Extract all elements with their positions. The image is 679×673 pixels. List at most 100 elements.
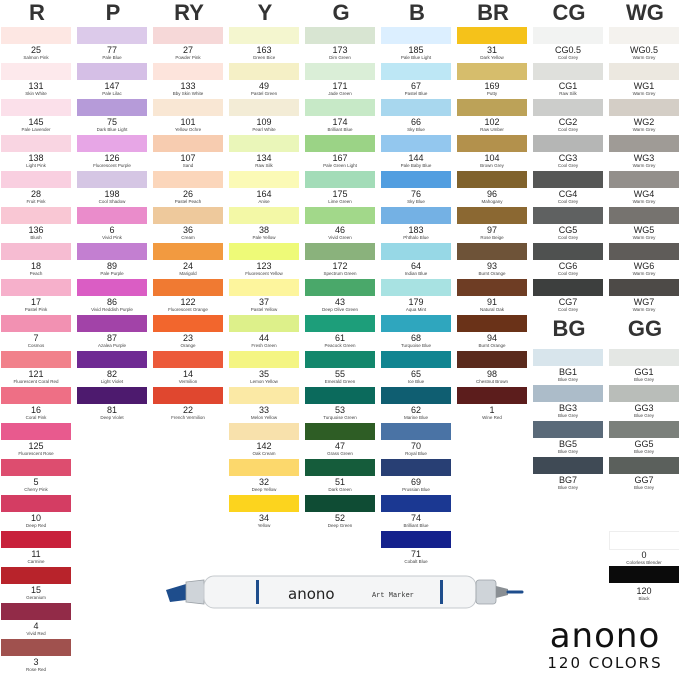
- color-number: 75: [106, 117, 117, 127]
- column-header: CG: [552, 0, 586, 25]
- color-name: Cool Grey: [557, 127, 579, 132]
- color-number: 24: [182, 261, 193, 271]
- color-name: Fluorescent Coral Red: [13, 379, 59, 384]
- marker-label-text: Art Marker: [372, 592, 414, 600]
- color-number: 142: [256, 441, 272, 451]
- color-number: 121: [28, 369, 44, 379]
- color-name: Marine Blue: [403, 415, 428, 420]
- color-number: CG0.5: [554, 45, 581, 55]
- color-name: Warm Grey: [632, 307, 656, 312]
- color-number: BG5: [558, 439, 577, 449]
- color-number: 179: [408, 297, 424, 307]
- color-name: Fruit Pink: [26, 199, 46, 204]
- color-name: Pastel Pink: [24, 307, 48, 312]
- column-header: RY: [174, 0, 204, 25]
- color-number: 35: [258, 369, 269, 379]
- color-swatch: [609, 99, 679, 116]
- color-swatch: [457, 243, 527, 260]
- color-swatch: [381, 459, 451, 476]
- color-number: 46: [334, 225, 345, 235]
- color-number: 49: [258, 81, 269, 91]
- color-name: Cobalt Blue: [404, 559, 428, 564]
- color-swatch: [305, 351, 375, 368]
- color-number: BG3: [558, 403, 577, 413]
- color-name: Turquoise Blue: [400, 343, 432, 348]
- color-swatch: [229, 279, 299, 296]
- color-name: Anise: [258, 199, 270, 204]
- color-swatch: [1, 99, 71, 116]
- color-number: 69: [410, 477, 421, 487]
- color-number: 66: [410, 117, 421, 127]
- color-swatch: [533, 243, 603, 260]
- color-number: 25: [30, 45, 41, 55]
- color-swatch: [533, 457, 603, 474]
- color-swatch: [77, 63, 147, 80]
- color-name: Pastel Yellow: [250, 307, 278, 312]
- color-name: Colorless Blender: [626, 560, 662, 565]
- color-name: Blue Grey: [557, 449, 578, 454]
- color-swatch: [533, 99, 603, 116]
- color-swatch: [229, 387, 299, 404]
- color-swatch: [381, 171, 451, 188]
- color-name: Pale Blue: [102, 55, 122, 60]
- color-swatch: [381, 423, 451, 440]
- color-swatch: [457, 351, 527, 368]
- color-swatch: [609, 566, 679, 583]
- color-swatch: [609, 385, 679, 402]
- color-swatch: [1, 207, 71, 224]
- color-number: 43: [334, 297, 345, 307]
- color-name: Pastel Peach: [174, 199, 202, 204]
- color-swatch: [1, 279, 71, 296]
- color-swatch: [305, 315, 375, 332]
- color-number: BG1: [558, 367, 577, 377]
- color-name: Fresh Green: [251, 343, 277, 348]
- color-number: 107: [180, 153, 196, 163]
- color-name: Oak Cream: [252, 451, 276, 456]
- color-number: 185: [408, 45, 424, 55]
- color-number: GG5: [634, 439, 654, 449]
- color-swatch: [1, 495, 71, 512]
- color-swatch: [609, 63, 679, 80]
- color-swatch: [533, 63, 603, 80]
- color-number: CG4: [558, 189, 578, 199]
- color-number: 96: [486, 189, 497, 199]
- color-number: 18: [30, 261, 41, 271]
- color-name: Dark Blue Light: [96, 127, 128, 132]
- color-name: Coral Pink: [25, 415, 47, 420]
- color-number: 172: [332, 261, 348, 271]
- color-number: 94: [486, 333, 497, 343]
- color-name: Blue Grey: [633, 413, 654, 418]
- color-swatch: [305, 459, 375, 476]
- color-swatch: [1, 387, 71, 404]
- color-swatch: [457, 387, 527, 404]
- color-name: Pale Lilac: [102, 91, 122, 96]
- color-number: 36: [182, 225, 193, 235]
- color-name: Brilliant Blue: [403, 523, 429, 528]
- color-swatch: [1, 459, 71, 476]
- marker-right-cap: [475, 579, 497, 605]
- color-name: Jade Green: [328, 91, 352, 96]
- color-swatch: [305, 135, 375, 152]
- color-number: 64: [410, 261, 421, 271]
- color-name: Rose Red: [25, 667, 46, 672]
- color-swatch: [153, 243, 223, 260]
- color-number: GG7: [634, 475, 654, 485]
- color-swatch: [305, 63, 375, 80]
- color-swatch: [77, 351, 147, 368]
- color-swatch: [153, 27, 223, 44]
- color-swatch: [457, 135, 527, 152]
- color-number: 86: [106, 297, 117, 307]
- color-number: 175: [332, 189, 348, 199]
- color-number: 37: [258, 297, 269, 307]
- color-name: Warm Grey: [632, 235, 656, 240]
- color-swatch: [153, 387, 223, 404]
- color-name: Blue Grey: [557, 413, 578, 418]
- color-name: Pale Baby Blue: [400, 163, 432, 168]
- brand-tagline: 120 COLORS: [547, 654, 663, 672]
- color-swatch: [305, 495, 375, 512]
- color-number: WG4: [633, 189, 655, 199]
- color-number: 14: [182, 369, 193, 379]
- color-name: Dim Green: [329, 55, 351, 60]
- color-number: 53: [334, 405, 345, 415]
- color-name: Pale Lavender: [21, 127, 51, 132]
